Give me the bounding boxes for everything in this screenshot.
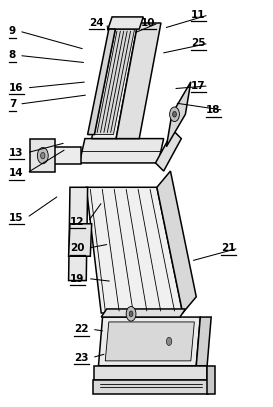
- Polygon shape: [116, 23, 161, 139]
- Text: 8: 8: [9, 50, 16, 61]
- Text: 22: 22: [74, 324, 88, 334]
- Polygon shape: [69, 224, 92, 256]
- Text: 15: 15: [9, 213, 23, 223]
- Polygon shape: [69, 187, 88, 280]
- Polygon shape: [166, 82, 191, 147]
- Text: 12: 12: [70, 217, 84, 227]
- Circle shape: [170, 107, 179, 122]
- Polygon shape: [92, 23, 138, 139]
- Polygon shape: [93, 380, 209, 394]
- Circle shape: [173, 112, 176, 117]
- Polygon shape: [35, 147, 81, 164]
- Text: 17: 17: [191, 81, 206, 91]
- Polygon shape: [156, 131, 181, 171]
- Circle shape: [129, 311, 133, 317]
- Polygon shape: [207, 366, 215, 394]
- Polygon shape: [157, 171, 196, 313]
- Text: 10: 10: [141, 18, 155, 28]
- Polygon shape: [99, 317, 200, 366]
- Text: 25: 25: [191, 38, 205, 48]
- Circle shape: [126, 306, 136, 321]
- Circle shape: [41, 152, 45, 159]
- Text: 20: 20: [70, 243, 84, 253]
- Polygon shape: [105, 322, 194, 361]
- Text: 11: 11: [191, 10, 205, 20]
- Polygon shape: [86, 187, 183, 313]
- Text: 16: 16: [9, 83, 23, 93]
- Text: 19: 19: [70, 274, 84, 284]
- Circle shape: [37, 147, 48, 164]
- Text: 13: 13: [9, 148, 23, 158]
- Polygon shape: [196, 317, 211, 366]
- Polygon shape: [101, 309, 185, 317]
- Text: 23: 23: [74, 352, 88, 363]
- Polygon shape: [79, 139, 164, 163]
- Text: 24: 24: [89, 18, 103, 28]
- Text: 9: 9: [9, 26, 16, 36]
- Polygon shape: [94, 366, 207, 380]
- Text: 7: 7: [9, 99, 16, 109]
- Polygon shape: [30, 139, 55, 172]
- Polygon shape: [88, 29, 115, 135]
- Text: 18: 18: [206, 105, 220, 115]
- Polygon shape: [108, 17, 143, 29]
- Circle shape: [166, 337, 172, 346]
- Text: 14: 14: [9, 168, 23, 178]
- Polygon shape: [94, 29, 135, 135]
- Text: 21: 21: [221, 243, 235, 253]
